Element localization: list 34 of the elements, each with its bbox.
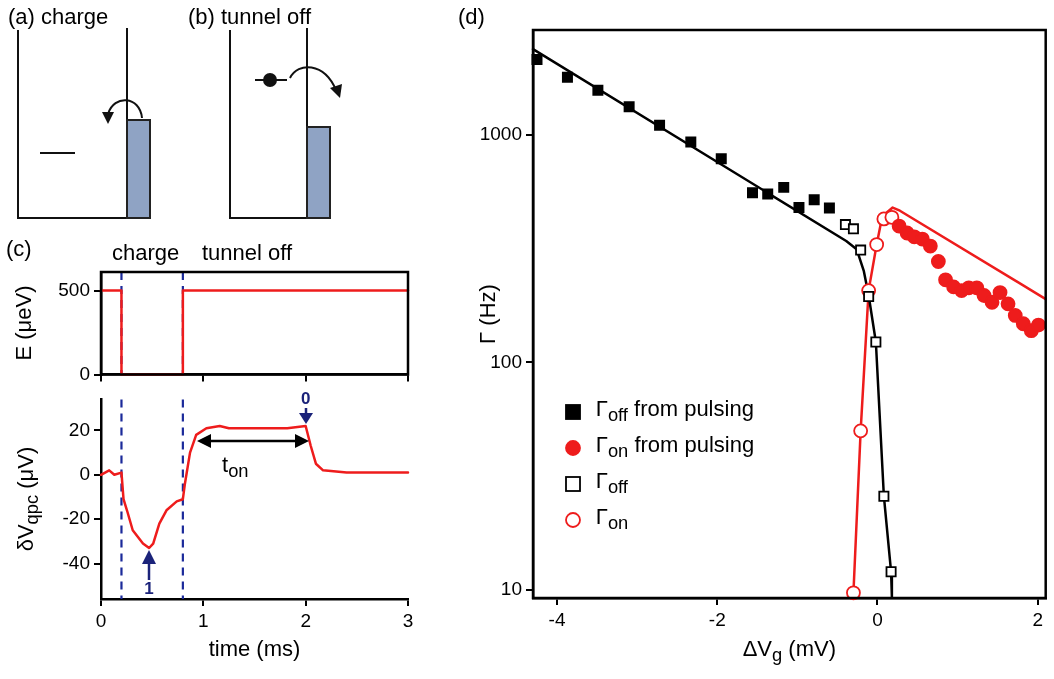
y-tick-label: 500 [58,278,90,300]
y-tick-label: 10 [500,578,522,599]
y-tick-label: 1000 [479,123,522,145]
y-tick-label: 0 [79,463,90,485]
y-tick-label: 100 [490,350,522,372]
x-tick-label: -2 [708,608,726,630]
y-tick-label: -20 [62,507,90,529]
x-tick-label: 0 [95,609,107,631]
text: (b) tunnel off [188,4,312,30]
annotation: 0 [300,389,311,408]
legend-label: Γ$_{on}$ [595,504,629,535]
x-tick-label: 2 [1032,608,1043,630]
y-tick-label: 20 [68,418,90,440]
y-tick-label: 0 [79,362,90,384]
text: (a) charge [8,4,109,30]
annotation: 1 [144,578,154,598]
legend-label: Γ$_{off}$ from pulsing [595,396,754,427]
annotation: t$_{on}$ [222,452,249,483]
x-axis-title: ΔV$_{g}$ (mV) [742,636,837,667]
y-tick-label: -40 [62,551,90,573]
chart-title: (d) [458,4,485,30]
text: tunnel off [202,240,293,266]
y-axis-title: Γ (Hz) [475,284,501,344]
x-tick-label: 2 [300,609,311,631]
x-tick-label: -4 [548,608,566,630]
x-tick-label: 1 [198,609,209,631]
x-axis-title: time (ms) [208,636,301,662]
x-tick-label: 0 [872,608,883,630]
x-tick-label: 3 [402,609,414,631]
text: charge [112,240,180,266]
y-axis-title: E (μeV) [11,285,37,361]
legend-label: Γ$_{on}$ from pulsing [595,432,755,463]
chart-title: (c) [6,236,32,262]
legend-label: Γ$_{off}$ [595,468,628,499]
